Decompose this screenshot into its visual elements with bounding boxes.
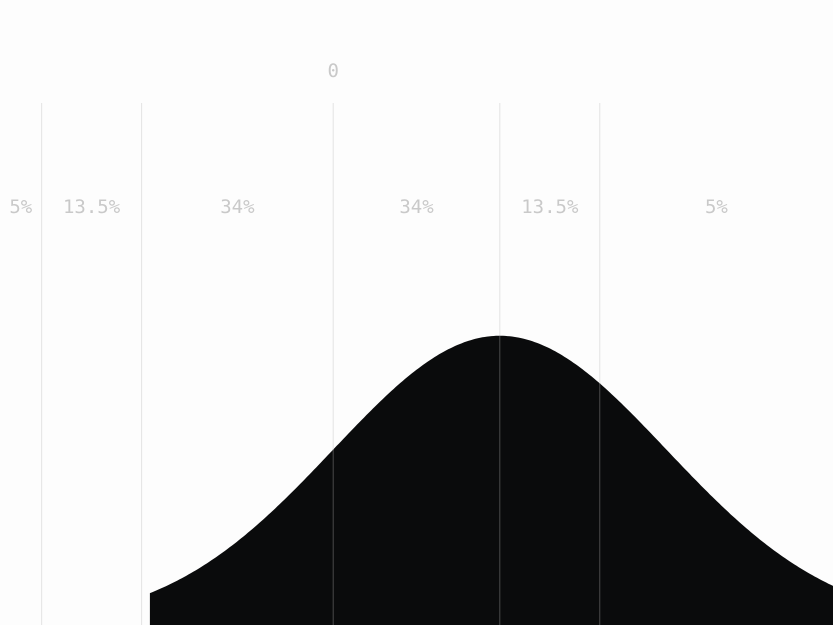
band-label-4: 34% [399, 196, 434, 218]
band-label-1: 5% [9, 196, 33, 218]
band-label-6: 5% [704, 196, 728, 218]
distribution-curve-area [149, 335, 833, 625]
band-label-3: 34% [220, 196, 255, 218]
center-tick-label: 0 [327, 60, 339, 82]
band-label-5: 13.5% [521, 196, 579, 218]
band-label-2: 13.5% [62, 196, 121, 218]
